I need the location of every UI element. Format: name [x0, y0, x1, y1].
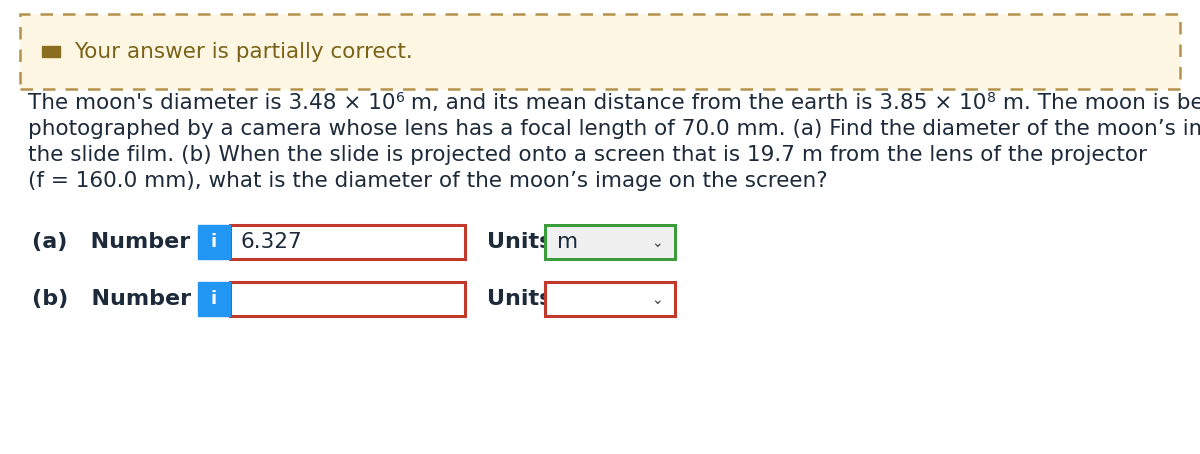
Text: (a)   Number: (a) Number	[32, 232, 191, 252]
FancyBboxPatch shape	[20, 14, 1180, 89]
Bar	[545, 225, 674, 259]
Bar	[198, 225, 230, 259]
Bar	[545, 282, 674, 316]
Text: m: m	[557, 232, 578, 252]
Text: ⌄: ⌄	[652, 236, 662, 250]
Text: i: i	[211, 290, 217, 308]
Text: photographed by a camera whose lens has a focal length of 70.0 mm. (a) Find the : photographed by a camera whose lens has …	[28, 119, 1200, 139]
Text: the slide film. (b) When the slide is projected onto a screen that is 19.7 m fro: the slide film. (b) When the slide is pr…	[28, 145, 1147, 165]
Bar	[42, 46, 60, 57]
Text: Your answer is partially correct.: Your answer is partially correct.	[74, 41, 413, 61]
Text: 8: 8	[986, 91, 996, 105]
Text: Units: Units	[487, 232, 552, 252]
Text: ⌄: ⌄	[652, 293, 662, 307]
Text: m. The moon is being: m. The moon is being	[996, 93, 1200, 113]
Text: Units: Units	[487, 289, 552, 309]
Text: m, and its mean distance from the earth is 3.85 × 10: m, and its mean distance from the earth …	[404, 93, 986, 113]
Text: The moon's diameter is 3.48 × 10: The moon's diameter is 3.48 × 10	[28, 93, 396, 113]
Bar	[230, 225, 466, 259]
Text: 6.327: 6.327	[240, 232, 301, 252]
Text: i: i	[211, 233, 217, 251]
Bar	[230, 282, 466, 316]
Bar	[198, 282, 230, 316]
Text: 6: 6	[396, 91, 404, 105]
Text: (b)   Number: (b) Number	[32, 289, 191, 309]
Text: (f = 160.0 mm), what is the diameter of the moon’s image on the screen?: (f = 160.0 mm), what is the diameter of …	[28, 171, 828, 191]
